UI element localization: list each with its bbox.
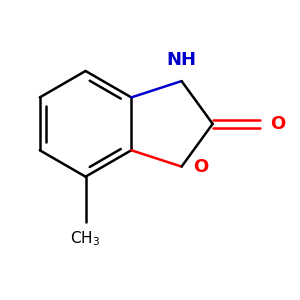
Text: NH: NH (167, 51, 197, 69)
Text: O: O (193, 158, 208, 175)
Text: O: O (270, 115, 285, 133)
Text: CH$_3$: CH$_3$ (70, 230, 101, 248)
